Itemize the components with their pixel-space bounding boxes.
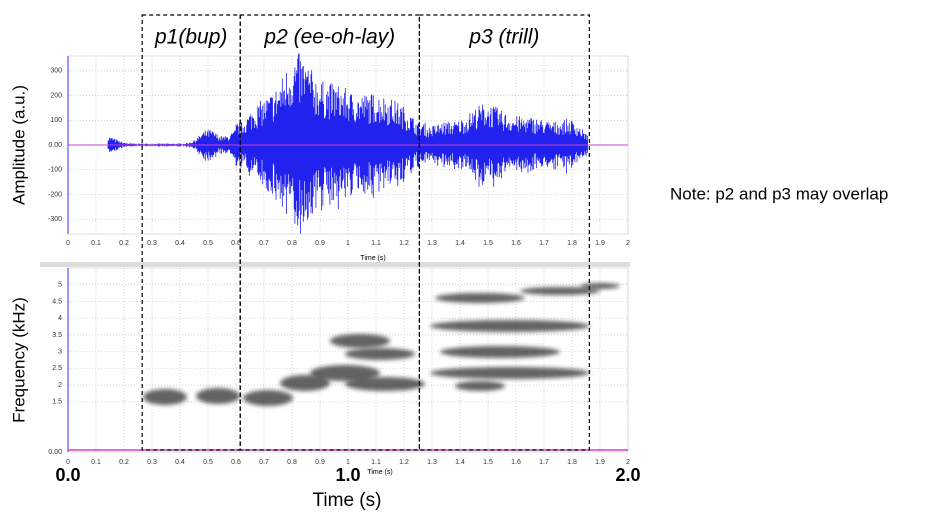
y-tick-label: 100 bbox=[50, 117, 62, 124]
x-tick-label: 0.3 bbox=[147, 459, 157, 466]
x-tick-label: 1.8 bbox=[567, 459, 577, 466]
x-tick-label: 1.5 bbox=[483, 240, 493, 247]
x-tick-label: 1.1 bbox=[371, 459, 381, 466]
spectrogram-energy bbox=[430, 320, 590, 332]
time-tick-label: 2.0 bbox=[615, 465, 640, 485]
x-tick-label: 0.4 bbox=[175, 240, 185, 247]
spectrogram-energy bbox=[196, 388, 240, 404]
spectrogram-energy bbox=[280, 375, 330, 391]
phase-box bbox=[239, 14, 420, 451]
y-tick-label: 1.5 bbox=[52, 399, 62, 406]
phase-label: p3 (trill) bbox=[468, 26, 539, 49]
x-tick-label: 1.3 bbox=[427, 459, 437, 466]
time-tick-label: 1.0 bbox=[335, 465, 360, 485]
x-tick-label: 0.9 bbox=[315, 459, 325, 466]
y-tick-label: 2 bbox=[58, 382, 62, 389]
spectrogram-y-label: Frequency (kHz) bbox=[9, 297, 28, 423]
waveform-y-label: Amplitude (a.u.) bbox=[9, 85, 28, 205]
x-tick-label: 0 bbox=[66, 459, 70, 466]
x-tick-label: 0.8 bbox=[287, 459, 297, 466]
x-tick-label: 1.2 bbox=[399, 240, 409, 247]
y-tick-label: 200 bbox=[50, 92, 62, 99]
x-tick-label: 2 bbox=[626, 240, 630, 247]
x-tick-label: 0.3 bbox=[147, 240, 157, 247]
x-tick-label: 0.8 bbox=[287, 240, 297, 247]
y-tick-label: 0.00 bbox=[48, 142, 62, 149]
x-tick-label: 0.5 bbox=[203, 459, 213, 466]
x-tick-label: 0.7 bbox=[259, 240, 269, 247]
spectrogram-energy bbox=[330, 334, 390, 348]
x-tick-label: 1.4 bbox=[455, 240, 465, 247]
note: Note: p2 and p3 may overlap bbox=[670, 184, 888, 203]
spectrogram-x-label: Time (s) bbox=[367, 469, 392, 476]
x-tick-label: 1.6 bbox=[511, 459, 521, 466]
x-tick-label: 1.3 bbox=[427, 240, 437, 247]
phase-box bbox=[418, 14, 590, 451]
x-tick-label: 0.6 bbox=[231, 240, 241, 247]
phase-label: p2 (ee-oh-lay) bbox=[263, 26, 395, 49]
y-tick-label: 3.5 bbox=[52, 332, 62, 339]
x-tick-label: 0.2 bbox=[119, 459, 129, 466]
waveform-x-label: Time (s) bbox=[360, 255, 385, 262]
spectrogram-energy bbox=[243, 390, 293, 406]
spectrogram-energy bbox=[435, 293, 525, 303]
y-tick-label: 300 bbox=[50, 68, 62, 75]
x-tick-label: 0.5 bbox=[203, 240, 213, 247]
x-tick-label: 1.7 bbox=[539, 459, 549, 466]
y-tick-label: -200 bbox=[48, 191, 62, 198]
x-tick-label: 1 bbox=[346, 459, 350, 466]
x-tick-label: 0 bbox=[66, 240, 70, 247]
y-tick-label: 2.5 bbox=[52, 365, 62, 372]
y-tick-label: 4.5 bbox=[52, 298, 62, 305]
x-tick-label: 0.7 bbox=[259, 459, 269, 466]
x-tick-label: 1.4 bbox=[455, 459, 465, 466]
x-tick-label: 1.2 bbox=[399, 459, 409, 466]
time-tick-label: 0.0 bbox=[55, 465, 80, 485]
spectrogram-energy bbox=[440, 346, 560, 358]
y-tick-label: 3 bbox=[58, 348, 62, 355]
spectrogram-energy bbox=[310, 365, 380, 381]
x-tick-label: 0.1 bbox=[91, 240, 101, 247]
spectrogram-energy bbox=[143, 389, 187, 405]
y-tick-label: 4 bbox=[58, 315, 62, 322]
x-tick-label: 0.1 bbox=[91, 459, 101, 466]
spectrogram-energy bbox=[580, 283, 620, 289]
spectrogram-energy bbox=[520, 287, 600, 295]
x-tick-label: 0.9 bbox=[315, 240, 325, 247]
x-tick-label: 1.1 bbox=[371, 240, 381, 247]
x-tick-label: 0.6 bbox=[231, 459, 241, 466]
spectrogram-energy bbox=[455, 381, 505, 391]
x-tick-label: 1.7 bbox=[539, 240, 549, 247]
x-tick-label: 1 bbox=[346, 240, 350, 247]
y-tick-label: -300 bbox=[48, 216, 62, 223]
x-tick-label: 0.4 bbox=[175, 459, 185, 466]
x-tick-label: 1.6 bbox=[511, 240, 521, 247]
x-tick-label: 1.5 bbox=[483, 459, 493, 466]
y-tick-label: 0.00 bbox=[48, 449, 62, 456]
phase-label: p1(bup) bbox=[154, 26, 227, 49]
x-tick-label: 1.9 bbox=[595, 240, 605, 247]
x-tick-label: 1.9 bbox=[595, 459, 605, 466]
spectrogram-energy bbox=[345, 348, 415, 360]
x-tick-label: 2 bbox=[626, 459, 630, 466]
y-tick-label: -100 bbox=[48, 167, 62, 174]
y-tick-label: 5 bbox=[58, 282, 62, 289]
time-axis-label: Time (s) bbox=[313, 490, 382, 511]
x-tick-label: 0.2 bbox=[119, 240, 129, 247]
x-tick-label: 1.8 bbox=[567, 240, 577, 247]
panel-divider bbox=[40, 262, 630, 267]
spectrogram-energy bbox=[345, 377, 425, 391]
spectrogram-energy bbox=[430, 367, 590, 379]
